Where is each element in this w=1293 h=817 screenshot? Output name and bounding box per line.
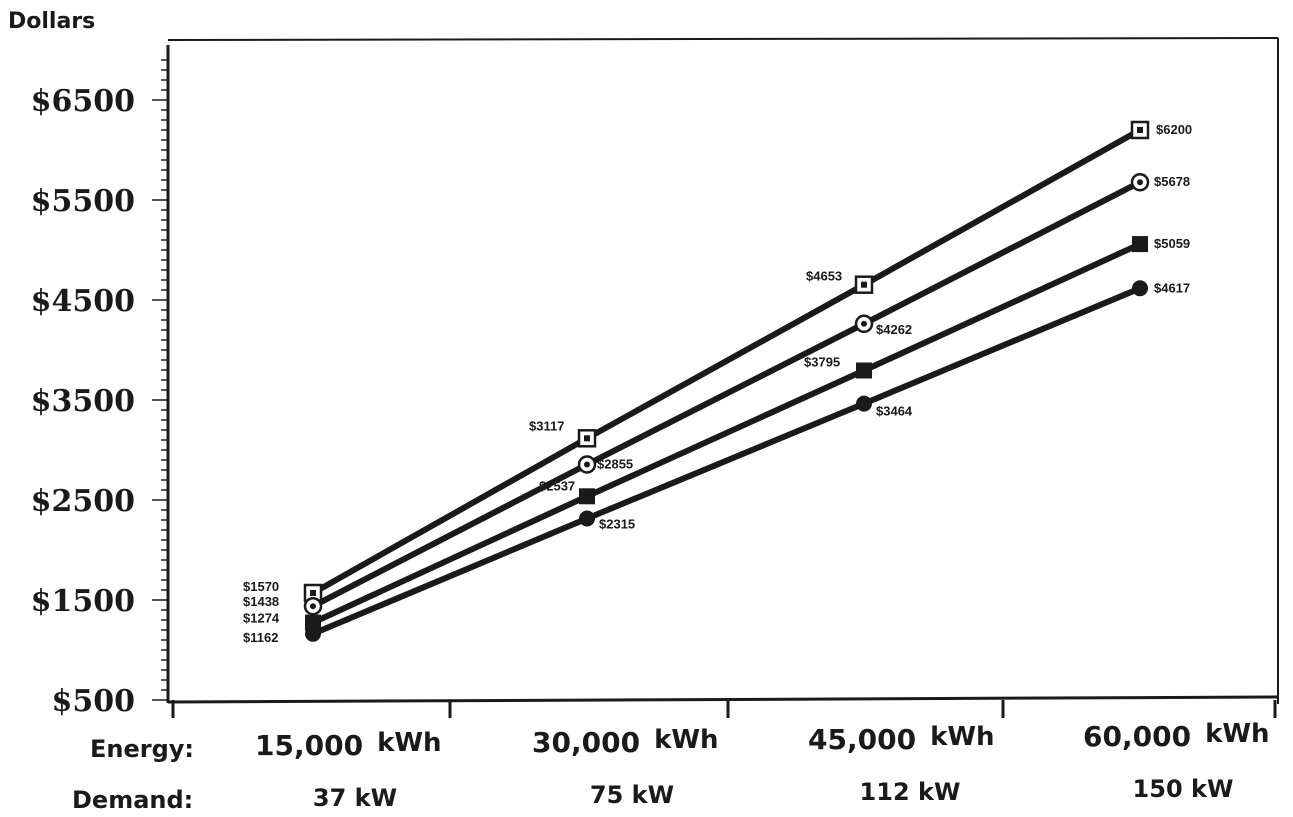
data-point-marker (305, 625, 321, 642)
energy-row-label: Energy: (90, 735, 194, 763)
data-label: $1438 (243, 594, 279, 609)
series-line-1 (310, 127, 1143, 596)
series-group (303, 120, 1150, 642)
data-label: $2315 (599, 517, 635, 532)
x-tick-label-energy: 15,000 kWh (255, 728, 442, 762)
data-label: $2855 (597, 457, 633, 472)
plot-frame (167, 37, 1279, 704)
x-tick-label-energy: 60,000 kWh (1083, 719, 1270, 753)
data-label: $4617 (1154, 280, 1190, 295)
series-line-3 (310, 241, 1143, 626)
demand-row-label: Demand: (72, 786, 193, 814)
data-label: $6200 (1156, 122, 1192, 137)
y-tick-label: $4500 (31, 284, 135, 319)
data-label: $3117 (529, 418, 564, 433)
data-label: $3795 (804, 355, 840, 370)
data-point-marker (1132, 236, 1148, 253)
data-label: $5059 (1154, 236, 1190, 251)
data-label: $1274 (243, 611, 280, 626)
y-tick-label: $6500 (31, 84, 135, 119)
x-tick-label-demand: 37 kW (313, 784, 397, 812)
x-axis: Energy: Demand: 15,000 kWh 30,000 kWh 45,000 kW… (72, 695, 1279, 814)
frame-top-border (167, 37, 1279, 41)
y-tick-label: $1500 (31, 584, 135, 619)
data-point-marker (305, 614, 321, 631)
data-labels: $1570 $3117 $4653 $6200 $1438 $2855 $4262 $5678… (243, 122, 1192, 645)
x-tick-label-demand: 112 kW (860, 778, 961, 806)
data-point-marker (856, 395, 872, 412)
data-point-marker (1132, 280, 1148, 297)
data-label: $4653 (806, 269, 842, 284)
data-label: $2537 (539, 478, 575, 493)
y-tick-label: $5500 (31, 184, 135, 219)
data-label: $3464 (876, 404, 913, 419)
data-label: $5678 (1154, 174, 1190, 189)
x-axis-line (167, 695, 1279, 704)
data-label: $4262 (876, 322, 912, 337)
series-line-2 (310, 179, 1143, 610)
data-point-marker (579, 488, 595, 505)
series-line-4 (310, 285, 1143, 637)
data-label: $1570 (243, 579, 279, 594)
data-point-marker (579, 510, 595, 527)
x-tick-label-energy: 30,000 kWh (532, 725, 719, 759)
y-tick-label: $500 (52, 684, 136, 719)
x-tick-label-energy: 45,000 kWh (808, 722, 995, 756)
x-tick-label-demand: 150 kW (1133, 775, 1234, 803)
data-label: $1162 (243, 630, 278, 645)
y-tick-label: $3500 (31, 384, 135, 419)
x-tick-label-demand: 75 kW (590, 781, 674, 809)
data-point-marker (856, 362, 872, 379)
y-axis-title: Dollars (8, 9, 95, 34)
y-axis: $500 $1500 $2500 $3500 $4500 $5500 $6500 Dollar… (8, 9, 170, 719)
y-tick-label: $2500 (31, 484, 135, 519)
